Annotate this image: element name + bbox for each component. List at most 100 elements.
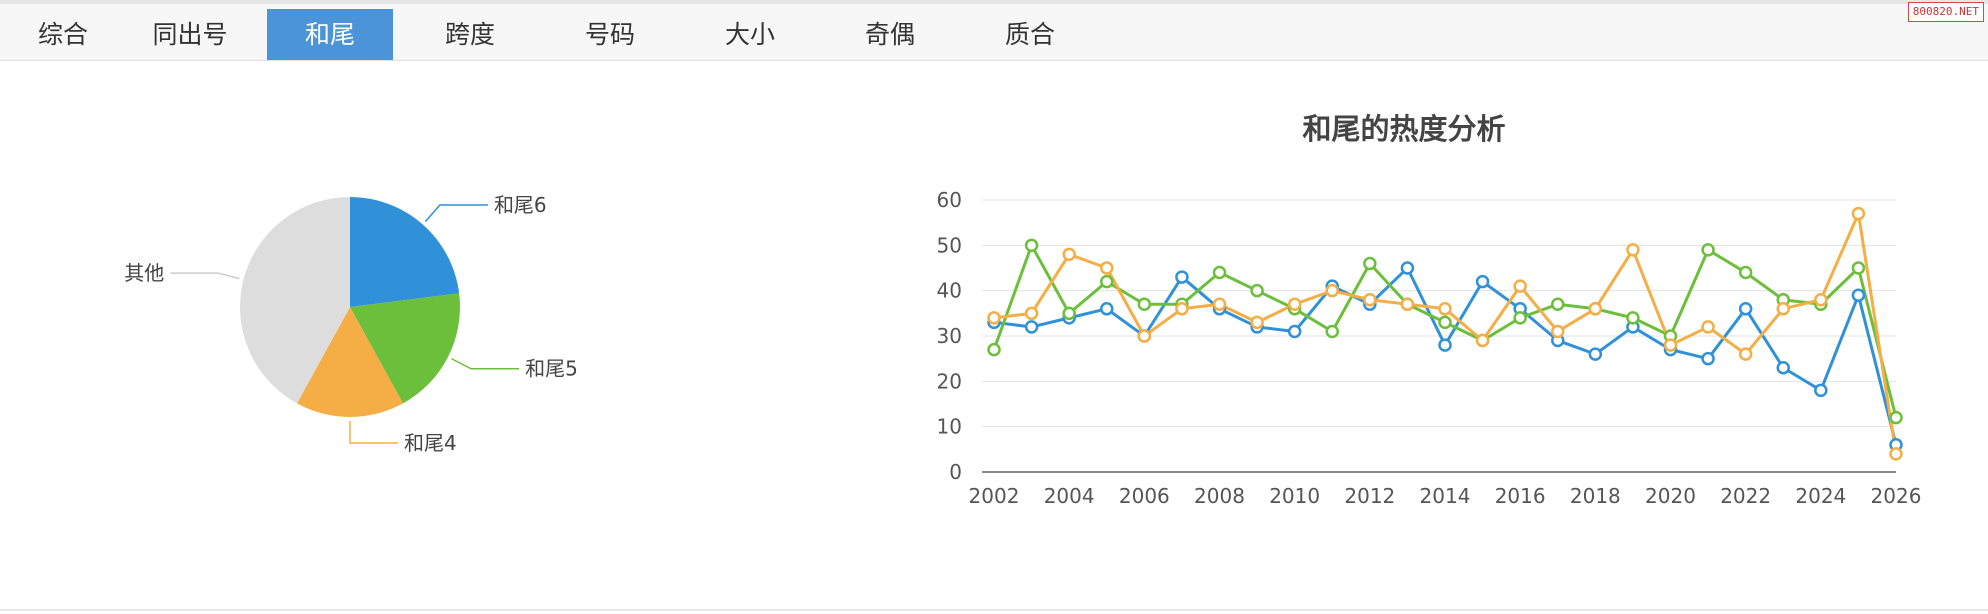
- data-point[interactable]: [1551, 324, 1565, 339]
- data-point[interactable]: [1024, 320, 1039, 334]
- y-tick-label: 10: [937, 415, 962, 439]
- data-point[interactable]: [987, 342, 1001, 357]
- data-point[interactable]: [1137, 297, 1152, 312]
- x-tick-label: 2006: [1119, 484, 1170, 508]
- data-point[interactable]: [1551, 297, 1565, 312]
- data-point[interactable]: [1287, 297, 1302, 312]
- data-point[interactable]: [1250, 315, 1264, 330]
- y-tick-label: 30: [937, 324, 962, 348]
- pie-slice[interactable]: [350, 293, 461, 404]
- data-point[interactable]: [1588, 302, 1603, 316]
- data-point[interactable]: [1889, 410, 1903, 425]
- data-point[interactable]: [1814, 383, 1828, 398]
- data-point[interactable]: [1701, 243, 1715, 257]
- data-point[interactable]: [1100, 302, 1114, 316]
- y-tick-label: 40: [937, 279, 962, 303]
- data-point[interactable]: [1626, 243, 1640, 257]
- pie-label: 和尾4: [404, 431, 457, 455]
- x-tick-label: 2020: [1645, 484, 1696, 508]
- site-watermark: 800820.NET: [1907, 2, 1984, 22]
- data-point[interactable]: [1062, 247, 1076, 262]
- x-tick-label: 2008: [1194, 484, 1245, 508]
- tab-6[interactable]: 大小: [724, 20, 775, 49]
- data-point[interactable]: [1588, 347, 1603, 361]
- data-point[interactable]: [1513, 279, 1527, 293]
- data-point[interactable]: [1363, 292, 1377, 307]
- data-point[interactable]: [1889, 447, 1903, 461]
- data-point[interactable]: [1626, 311, 1640, 325]
- tab-bar: 综合 同出号 和尾 跨度 号码 大小 奇偶 质合: [0, 4, 1988, 61]
- tab-1[interactable]: 综合: [37, 20, 88, 49]
- y-tick-label: 60: [937, 188, 962, 212]
- data-point[interactable]: [1325, 324, 1339, 339]
- data-point[interactable]: [1851, 261, 1866, 275]
- pie-label: 和尾6: [494, 193, 547, 217]
- pie-slice[interactable]: [240, 197, 350, 404]
- tab-5[interactable]: 号码: [584, 20, 635, 49]
- data-point[interactable]: [1438, 338, 1452, 352]
- bottom-border: [0, 609, 1988, 611]
- data-point[interactable]: [1738, 265, 1753, 280]
- pie-leader-line: [424, 204, 488, 222]
- data-point[interactable]: [1175, 270, 1189, 284]
- data-point[interactable]: [1776, 302, 1790, 316]
- pie-label: 其他: [124, 261, 164, 285]
- data-point[interactable]: [1100, 261, 1114, 275]
- y-tick-label: 0: [949, 460, 962, 484]
- data-point[interactable]: [1438, 315, 1452, 330]
- data-point[interactable]: [1250, 283, 1264, 298]
- data-point[interactable]: [1400, 297, 1415, 312]
- tab-7[interactable]: 奇偶: [864, 20, 915, 49]
- pie-leader-line: [349, 421, 398, 444]
- tab-8[interactable]: 质合: [1004, 20, 1055, 49]
- data-point[interactable]: [1814, 292, 1828, 307]
- y-tick-label: 50: [937, 233, 962, 257]
- data-point[interactable]: [1738, 302, 1753, 316]
- pie-leader-line: [451, 358, 520, 370]
- data-point[interactable]: [1438, 302, 1452, 316]
- data-point[interactable]: [1325, 283, 1339, 298]
- data-point[interactable]: [1701, 351, 1715, 366]
- pie-label: 和尾5: [525, 357, 578, 381]
- x-tick-label: 2026: [1871, 484, 1922, 508]
- x-tick-label: 2010: [1269, 484, 1320, 508]
- tab-4[interactable]: 跨度: [444, 20, 495, 49]
- data-point[interactable]: [1212, 265, 1227, 280]
- data-point[interactable]: [1738, 347, 1753, 361]
- pie-slice[interactable]: [350, 197, 460, 307]
- data-point[interactable]: [1663, 338, 1678, 352]
- tab-3[interactable]: 和尾: [267, 9, 393, 60]
- top-border: [0, 0, 1988, 4]
- x-tick-label: 2024: [1795, 484, 1846, 508]
- data-point[interactable]: [1851, 288, 1866, 302]
- x-tick-label: 2016: [1495, 484, 1546, 508]
- x-tick-label: 2002: [969, 484, 1020, 508]
- data-point[interactable]: [1024, 238, 1039, 253]
- data-point[interactable]: [1475, 333, 1490, 348]
- line-chart: 和尾的热度分析 0 10 20 30 40 50 60 2002 2004 2006 2008 20…: [937, 112, 1922, 508]
- pie-chart: 和尾6 和尾5 和尾4 其他: [124, 193, 578, 455]
- y-tick-label: 20: [937, 369, 962, 393]
- data-point[interactable]: [1776, 360, 1790, 375]
- data-point[interactable]: [1024, 306, 1039, 321]
- x-tick-label: 2018: [1570, 484, 1621, 508]
- data-point[interactable]: [1701, 320, 1715, 334]
- data-point[interactable]: [1062, 306, 1076, 321]
- data-point[interactable]: [1513, 311, 1527, 325]
- data-point[interactable]: [1287, 324, 1302, 339]
- x-tick-label: 2004: [1044, 484, 1095, 508]
- data-point[interactable]: [1137, 329, 1152, 343]
- data-point[interactable]: [1100, 274, 1114, 289]
- tab-2[interactable]: 同出号: [152, 20, 228, 49]
- data-point[interactable]: [1363, 256, 1377, 271]
- series-line: [993, 212, 1898, 455]
- x-tick-label: 2022: [1720, 484, 1771, 508]
- data-point[interactable]: [1475, 274, 1490, 289]
- data-point[interactable]: [1400, 261, 1415, 275]
- data-point[interactable]: [1851, 206, 1866, 221]
- chart-title: 和尾的热度分析: [1302, 112, 1505, 146]
- data-point[interactable]: [1212, 297, 1227, 312]
- pie-slice[interactable]: [297, 307, 403, 417]
- data-point[interactable]: [1175, 302, 1189, 316]
- data-point[interactable]: [987, 311, 1001, 325]
